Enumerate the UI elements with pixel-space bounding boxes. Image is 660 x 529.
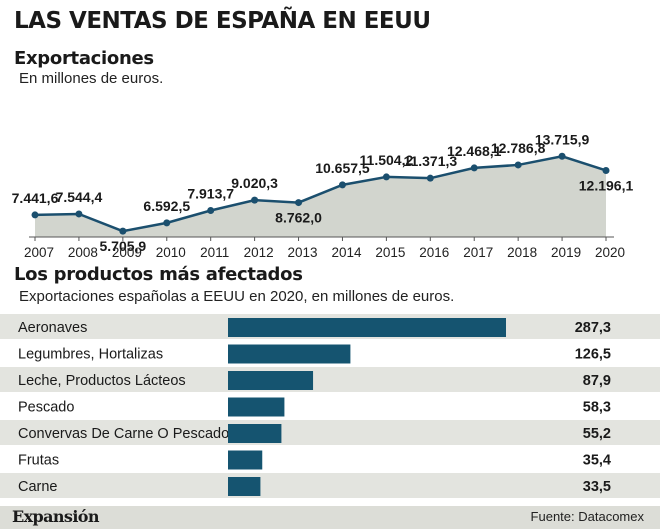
x-tick-label: 2020 <box>595 245 625 260</box>
products-subtitle: Exportaciones españolas a EEUU en 2020, … <box>19 288 455 305</box>
data-point <box>514 161 522 169</box>
x-tick-label: 2017 <box>463 245 493 260</box>
data-point <box>295 199 303 207</box>
x-tick-label: 2008 <box>68 245 98 260</box>
area-fill <box>35 156 606 237</box>
data-label: 5.705,9 <box>99 238 146 254</box>
bar-category-label: Frutas <box>18 453 59 469</box>
bar <box>228 397 285 417</box>
data-point <box>558 152 566 160</box>
series-line <box>34 154 607 233</box>
x-tick-label: 2010 <box>156 245 186 260</box>
x-tick-label: 2011 <box>200 245 229 260</box>
exports-title: Exportaciones <box>14 48 154 69</box>
brand-logo: Expansión <box>12 507 100 526</box>
data-label: 12.468,1 <box>447 143 502 159</box>
bar-value-label: 87,9 <box>583 373 611 389</box>
bar-value-label: 287,3 <box>575 320 611 336</box>
footer-bar: Expansión Fuente: Datacomex <box>0 506 660 529</box>
x-tick-label: 2007 <box>24 245 54 260</box>
data-label: 12.196,1 <box>579 177 634 193</box>
bar-value-label: 35,4 <box>583 453 611 469</box>
page-title: LAS VENTAS DE ESPAÑA EN EEUU <box>14 8 431 34</box>
x-tick-label: 2014 <box>331 245 362 260</box>
bar <box>228 371 314 390</box>
products-title: Los productos más afectados <box>14 264 303 285</box>
data-label: 11.504,2 <box>360 152 414 168</box>
bar-category-label: Leche, Productos Lácteos <box>18 373 186 389</box>
data-point <box>382 173 390 181</box>
data-label: 13.715,9 <box>535 131 590 147</box>
bar-category-label: Carne <box>18 479 58 495</box>
data-label: 9.020,3 <box>231 175 278 191</box>
data-point <box>251 196 259 204</box>
bar-value-label: 58,3 <box>583 400 611 416</box>
bar-category-label: Pescado <box>18 400 74 416</box>
bar <box>228 424 282 443</box>
data-point <box>31 211 39 219</box>
bar <box>228 318 506 337</box>
x-tick-label: 2015 <box>375 245 405 260</box>
exports-subtitle: En millones de euros. <box>19 70 164 87</box>
data-point <box>163 219 171 227</box>
bar <box>228 450 263 470</box>
data-label: 6.592,5 <box>143 198 190 214</box>
data-label: 7.913,7 <box>187 186 234 202</box>
data-point <box>338 181 346 189</box>
source-note: Fuente: Datacomex <box>530 509 644 524</box>
row-band <box>0 473 660 498</box>
x-tick-label: 2019 <box>551 245 581 260</box>
bar-category-label: Legumbres, Hortalizas <box>18 347 163 363</box>
data-point <box>119 227 127 235</box>
bar-value-label: 126,5 <box>575 347 611 363</box>
data-label: 7.441,6 <box>12 190 59 206</box>
row-band <box>0 367 660 392</box>
data-label: 7.544,4 <box>56 189 103 205</box>
x-tick-label: 2012 <box>244 245 274 260</box>
bar-category-label: Aeronaves <box>18 320 87 336</box>
x-tick-label: 2018 <box>507 245 537 260</box>
x-tick-label: 2009 <box>112 245 142 260</box>
data-point <box>75 210 83 218</box>
bar-value-label: 33,5 <box>583 479 611 495</box>
data-point <box>470 164 478 172</box>
bar <box>228 477 261 496</box>
data-label: 8.762,0 <box>275 210 322 226</box>
row-band <box>0 420 660 445</box>
data-label: 10.657,5 <box>315 160 370 176</box>
x-tick-label: 2013 <box>288 245 318 260</box>
data-point <box>426 174 434 182</box>
products-bar-chart: Aeronaves 287,3 Legumbres, Hortalizas 126,5… <box>0 314 660 498</box>
bar-category-label: Convervas De Carne O Pescado <box>18 426 229 442</box>
data-label: 11.371,3 <box>403 153 457 169</box>
data-label: 12.786,8 <box>491 140 546 156</box>
bar-value-label: 55,2 <box>583 426 611 442</box>
bar <box>228 344 351 364</box>
data-point <box>207 207 215 215</box>
data-point <box>602 166 610 174</box>
x-tick-label: 2016 <box>419 245 449 260</box>
